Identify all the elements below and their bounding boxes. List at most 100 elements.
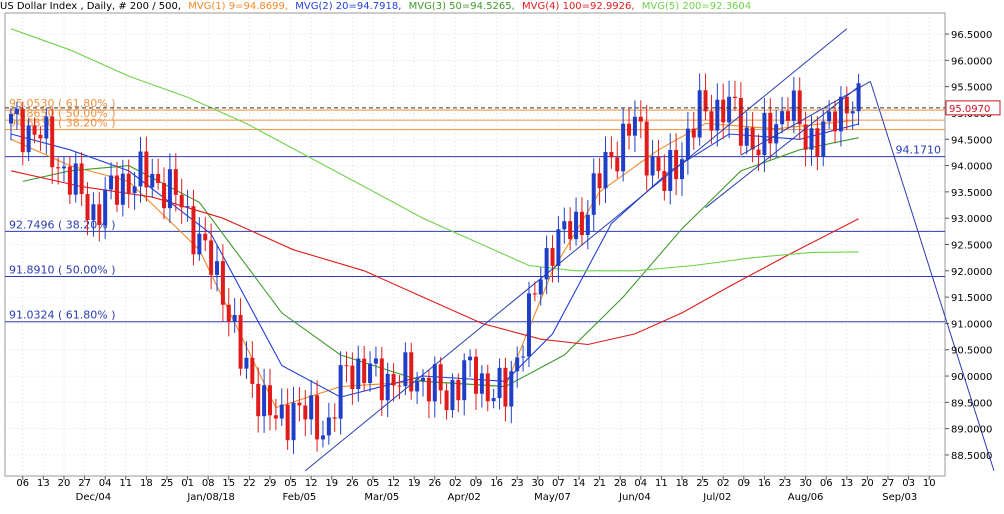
x-tick-label: 29	[264, 478, 277, 489]
candle-body	[680, 159, 685, 180]
candle-body	[332, 417, 337, 419]
x-tick-label: 23	[779, 478, 792, 489]
candle-body	[273, 415, 278, 419]
candle-body	[167, 169, 172, 209]
x-month-label: Apr/02	[448, 492, 481, 503]
candle-body	[156, 173, 161, 183]
candle-body	[320, 435, 325, 440]
candle-body	[550, 248, 555, 266]
y-tick-label: 93.0000	[951, 214, 992, 225]
candle-body	[162, 182, 167, 209]
x-month-label: Feb/05	[283, 492, 317, 503]
candle-body	[73, 163, 78, 195]
x-month-label: Jan/08/18	[186, 492, 235, 503]
x-tick-label: 08	[202, 478, 215, 489]
candle-body	[50, 116, 55, 168]
trendline	[740, 80, 871, 156]
mvg2-legend: MVG(2) 20=94.7918,	[295, 1, 402, 12]
candle-body	[685, 128, 690, 160]
x-tick-label: 16	[758, 478, 771, 489]
candle-body	[103, 189, 108, 226]
candle-body	[744, 127, 749, 146]
candle-body	[191, 206, 196, 255]
candle-body	[585, 214, 590, 236]
y-tick-label: 96.5000	[951, 30, 992, 41]
candle-body	[379, 358, 384, 401]
x-tick-label: 04	[99, 478, 112, 489]
candle-body	[426, 377, 431, 402]
candle-body	[497, 367, 502, 399]
candle-body	[738, 97, 743, 146]
x-tick-label: 07	[552, 478, 565, 489]
candle-body	[697, 90, 702, 138]
candle-body	[556, 229, 561, 266]
x-tick-label: 11	[119, 478, 132, 489]
x-month-label: Dec/04	[76, 492, 111, 503]
candle-body	[132, 186, 137, 194]
candle-body	[856, 83, 861, 112]
x-tick-label: 11	[655, 478, 668, 489]
candle-body	[691, 128, 696, 138]
x-tick-label: 05	[284, 478, 297, 489]
candle-body	[603, 151, 608, 189]
level-label: 91.0324 ( 61.80% )	[9, 309, 116, 322]
candle-body	[285, 404, 290, 441]
candle-body	[185, 206, 190, 208]
level-label: 95.0530 ( 61.80% )	[9, 97, 116, 110]
candle-body	[521, 356, 526, 358]
x-tick-label: 12	[305, 478, 318, 489]
x-tick-label: 03	[902, 478, 915, 489]
candle-body	[491, 398, 496, 402]
candle-body	[456, 379, 461, 401]
candle-body	[197, 233, 202, 255]
candle-body	[44, 116, 49, 139]
candle-body	[91, 204, 96, 220]
trendline	[869, 81, 995, 471]
x-month-label: Jul/02	[702, 492, 731, 503]
candle-body	[56, 167, 61, 169]
x-tick-label: 02	[449, 478, 462, 489]
candle-body	[756, 149, 761, 156]
mvg4-legend: MVG(4) 100=92.9926,	[522, 1, 635, 12]
candle-body	[674, 150, 679, 180]
candle-body	[238, 314, 243, 369]
candle-body	[38, 134, 43, 139]
x-tick-label: 20	[58, 478, 71, 489]
candle-body	[79, 163, 84, 194]
candle-body	[721, 99, 726, 123]
y-tick-label: 92.5000	[951, 241, 992, 252]
candle-body	[479, 373, 484, 394]
x-tick-label: 19	[325, 478, 338, 489]
candle-body	[515, 357, 520, 372]
level-label: 94.8650 ( 50.00% )	[9, 107, 116, 120]
candle-body	[120, 173, 125, 205]
x-month-label: Jun/04	[618, 492, 651, 503]
candle-body	[833, 111, 838, 132]
candle-body	[362, 358, 367, 383]
y-tick-label: 96.0000	[951, 56, 992, 67]
candle-body	[727, 96, 732, 123]
candle-body	[462, 360, 467, 401]
candle-body	[291, 402, 296, 441]
x-tick-label: 25	[161, 478, 174, 489]
y-tick-label: 92.0000	[951, 267, 992, 278]
trendline	[705, 86, 859, 209]
candle-body	[114, 175, 119, 205]
candle-body	[256, 383, 261, 417]
candle-body	[632, 116, 637, 136]
candle-body	[397, 385, 402, 387]
x-tick-label: 12	[387, 478, 400, 489]
trendline	[304, 28, 848, 472]
candle-body	[356, 358, 361, 390]
y-tick-label: 94.0000	[951, 162, 992, 173]
candle-body	[279, 404, 284, 419]
candle-body	[562, 221, 567, 230]
candle-body	[638, 116, 643, 122]
x-tick-label: 04	[634, 478, 647, 489]
candle-body	[768, 112, 773, 144]
candle-body	[815, 128, 820, 157]
y-tick-label: 90.5000	[951, 346, 992, 357]
candle-body	[656, 156, 661, 172]
